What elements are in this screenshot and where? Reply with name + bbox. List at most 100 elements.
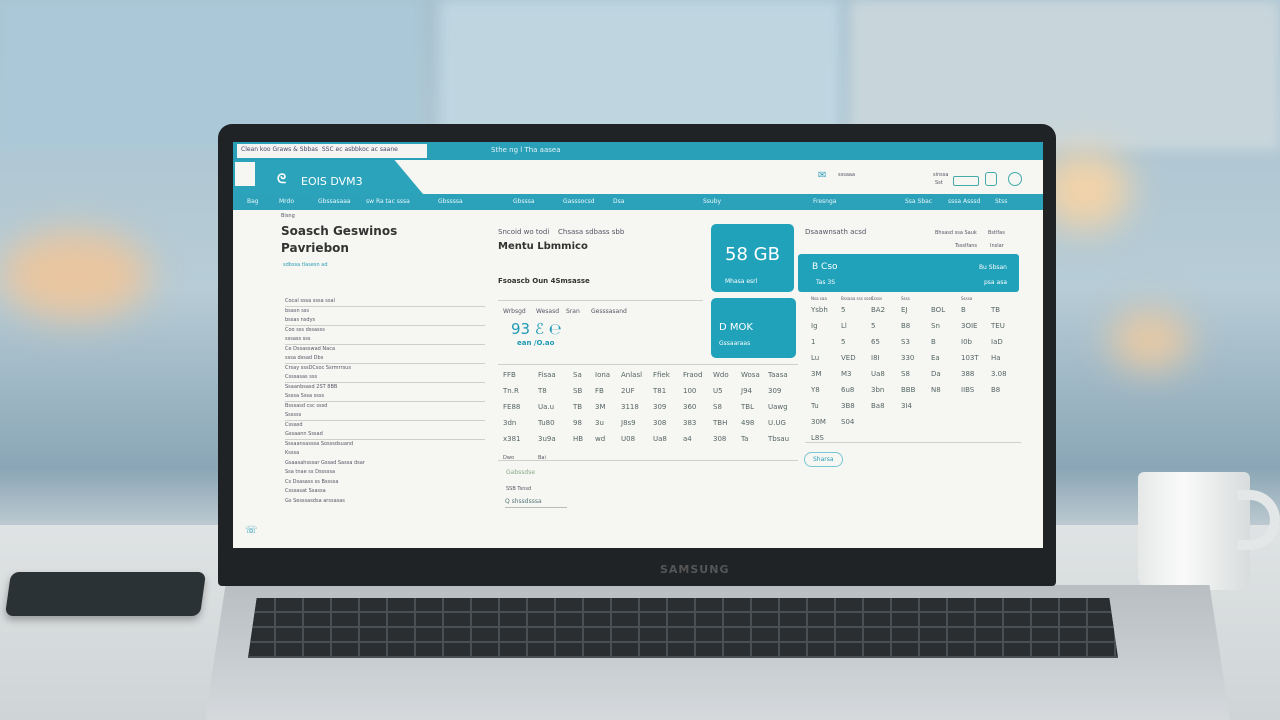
metric-sub: ean /O.ao xyxy=(517,339,555,347)
nav-item[interactable]: sssa Asssd xyxy=(948,198,981,205)
form-field-label[interactable]: bsasn sss xyxy=(285,307,310,314)
table-cell: x381 xyxy=(503,435,521,443)
search-input[interactable]: Q shssdsssa xyxy=(505,496,567,508)
form-field-label: Ssa tnae ss Dsssssa xyxy=(285,469,336,475)
browser-tab[interactable]: Clean koo Graws & Sbbas SSC ec asbbkoc a… xyxy=(237,144,427,158)
link[interactable]: Gabssdse xyxy=(506,469,536,476)
table-cell: Tn.R xyxy=(503,387,519,395)
form-field-label[interactable]: Sssaansasssa Sosssdsuand xyxy=(285,440,354,447)
grid-cell: 388 xyxy=(961,370,975,378)
page-subtitle[interactable]: sdbssa tlasesn ad xyxy=(283,262,328,268)
metric-header: Wrbsgd xyxy=(503,308,526,315)
header-label: sinssa xyxy=(933,172,949,178)
field-underline[interactable] xyxy=(285,344,485,345)
table-cell: 498 xyxy=(741,419,755,427)
form-field-label: Gssaann Sssad xyxy=(285,431,323,437)
panel-link[interactable]: Bhsasd ssa Sauk xyxy=(935,230,977,236)
field-underline[interactable] xyxy=(285,382,485,383)
grid-cell: 330 xyxy=(901,354,915,362)
stat-card-value: D MOK xyxy=(719,322,753,333)
grid-cell: N8 xyxy=(931,386,941,394)
table-cell: 100 xyxy=(683,387,697,395)
header-link[interactable]: sssaaa xyxy=(838,172,856,178)
summary-banner[interactable]: B Cso Tas 3S Bu Sbsan psa asa xyxy=(798,254,1019,292)
table-cell: TB xyxy=(573,403,583,411)
panel-link[interactable]: Tssslfans xyxy=(955,243,978,249)
table-cell: Ta xyxy=(741,435,749,443)
table-cell: wd xyxy=(595,435,606,443)
form-field-label[interactable]: Gsaasahsssar Gssad Sassa dsar xyxy=(285,459,365,466)
table-cell: 383 xyxy=(683,419,697,427)
background-light xyxy=(1110,310,1190,370)
nav-item[interactable]: Fresnga xyxy=(813,198,837,205)
stat-card-label: Gssaaraas xyxy=(719,340,751,347)
table-cell: FE88 xyxy=(503,403,521,411)
field-underline[interactable] xyxy=(285,439,485,440)
grid-cell: Ll xyxy=(841,322,847,330)
form-field-label[interactable]: Ssaanbsasd 2ST 8BB xyxy=(285,383,338,390)
settings-icon[interactable] xyxy=(985,172,997,186)
form-field-label[interactable]: Ce Dssasswad Naca xyxy=(285,345,336,352)
field-underline[interactable] xyxy=(285,306,485,307)
notification-icon[interactable]: ✉ xyxy=(818,170,827,181)
table-footer: Bai xyxy=(538,455,546,461)
grid-header: Cssss xyxy=(871,296,883,301)
grid-cell: TEU xyxy=(991,322,1005,330)
form-field-label[interactable]: Bsssasd csc sssd xyxy=(285,402,328,409)
form-field-label[interactable]: Crsay sssDCsoc Ssrmrrsus xyxy=(285,364,351,371)
address-bar[interactable]: Sthe ng l Tha aasea xyxy=(491,146,561,154)
divider xyxy=(805,442,1021,443)
panel-link[interactable]: Inslar xyxy=(990,243,1004,249)
form-field-label[interactable]: Gs Sesssasdsa arssasas xyxy=(285,497,345,504)
nav-item[interactable]: Mrdo xyxy=(279,198,295,205)
input-label: SSB Tsnsd xyxy=(506,486,532,492)
grid-cell: S04 xyxy=(841,418,855,426)
nav-item[interactable]: Dsa xyxy=(613,198,625,205)
field-underline[interactable] xyxy=(285,363,485,364)
submit-button[interactable]: Sharsa xyxy=(804,452,843,467)
laptop-brand-logo: SAMSUNG xyxy=(660,563,730,576)
grid-cell: 3M xyxy=(811,370,822,378)
form-field-label[interactable]: Cs Dsasass ss Bssssa xyxy=(285,478,339,485)
nav-item[interactable]: Gbssssa xyxy=(438,198,463,205)
table-cell: T8 xyxy=(538,387,547,395)
panel-link[interactable]: Bstlfas xyxy=(988,230,1005,236)
table-cell: 308 xyxy=(713,435,727,443)
help-icon[interactable]: ☏ xyxy=(245,525,258,536)
nav-item[interactable]: sw Ra tac sssa xyxy=(366,198,410,205)
grid-cell: 5 xyxy=(871,322,876,330)
nav-item[interactable]: Stss xyxy=(995,198,1008,205)
smartphone xyxy=(4,572,207,616)
form-field-label[interactable]: Coo sss dssasss xyxy=(285,326,325,333)
banner-value: B Cso xyxy=(812,262,838,272)
field-underline[interactable] xyxy=(285,420,485,421)
user-avatar-icon[interactable] xyxy=(1008,172,1022,186)
field-underline[interactable] xyxy=(285,325,485,326)
panel-title: Dsaawnsath acsd xyxy=(805,228,867,236)
stat-card-value: 58 GB xyxy=(725,244,780,265)
stat-card[interactable]: D MOK Gssaaraas xyxy=(711,298,796,358)
background-light xyxy=(0,230,150,320)
nav-item[interactable]: Gbsssa xyxy=(513,198,535,205)
table-cell: 308 xyxy=(653,419,667,427)
table-cell: 98 xyxy=(573,419,582,427)
nav-item[interactable]: Gasssocsd xyxy=(563,198,595,205)
search-input-value: Q shssdsssa xyxy=(505,498,542,505)
table-cell: U.UG xyxy=(768,419,786,427)
form-field-label[interactable]: Cssasd xyxy=(285,421,303,428)
logo-icon: ᘓ xyxy=(277,172,287,187)
kicker-label: Bisng xyxy=(281,213,295,219)
banner-right-sub: psa asa xyxy=(984,279,1007,286)
nav-item[interactable]: Gbssasaaa xyxy=(318,198,351,205)
table-cell: Tu80 xyxy=(538,419,555,427)
table-header-cell: Sa xyxy=(573,371,582,379)
nav-item[interactable]: Ssuby xyxy=(703,198,722,205)
field-underline[interactable] xyxy=(285,401,485,402)
menu-icon[interactable] xyxy=(235,162,255,186)
nav-item[interactable]: Bag xyxy=(247,198,259,205)
grid-cell: B8 xyxy=(991,386,1001,394)
header-search-input[interactable] xyxy=(953,176,979,186)
table-header-cell: Wdo xyxy=(713,371,729,379)
stat-card[interactable]: 58 GB Mhasa esrl xyxy=(711,224,794,292)
nav-item[interactable]: Ssa Sbac xyxy=(905,198,933,205)
